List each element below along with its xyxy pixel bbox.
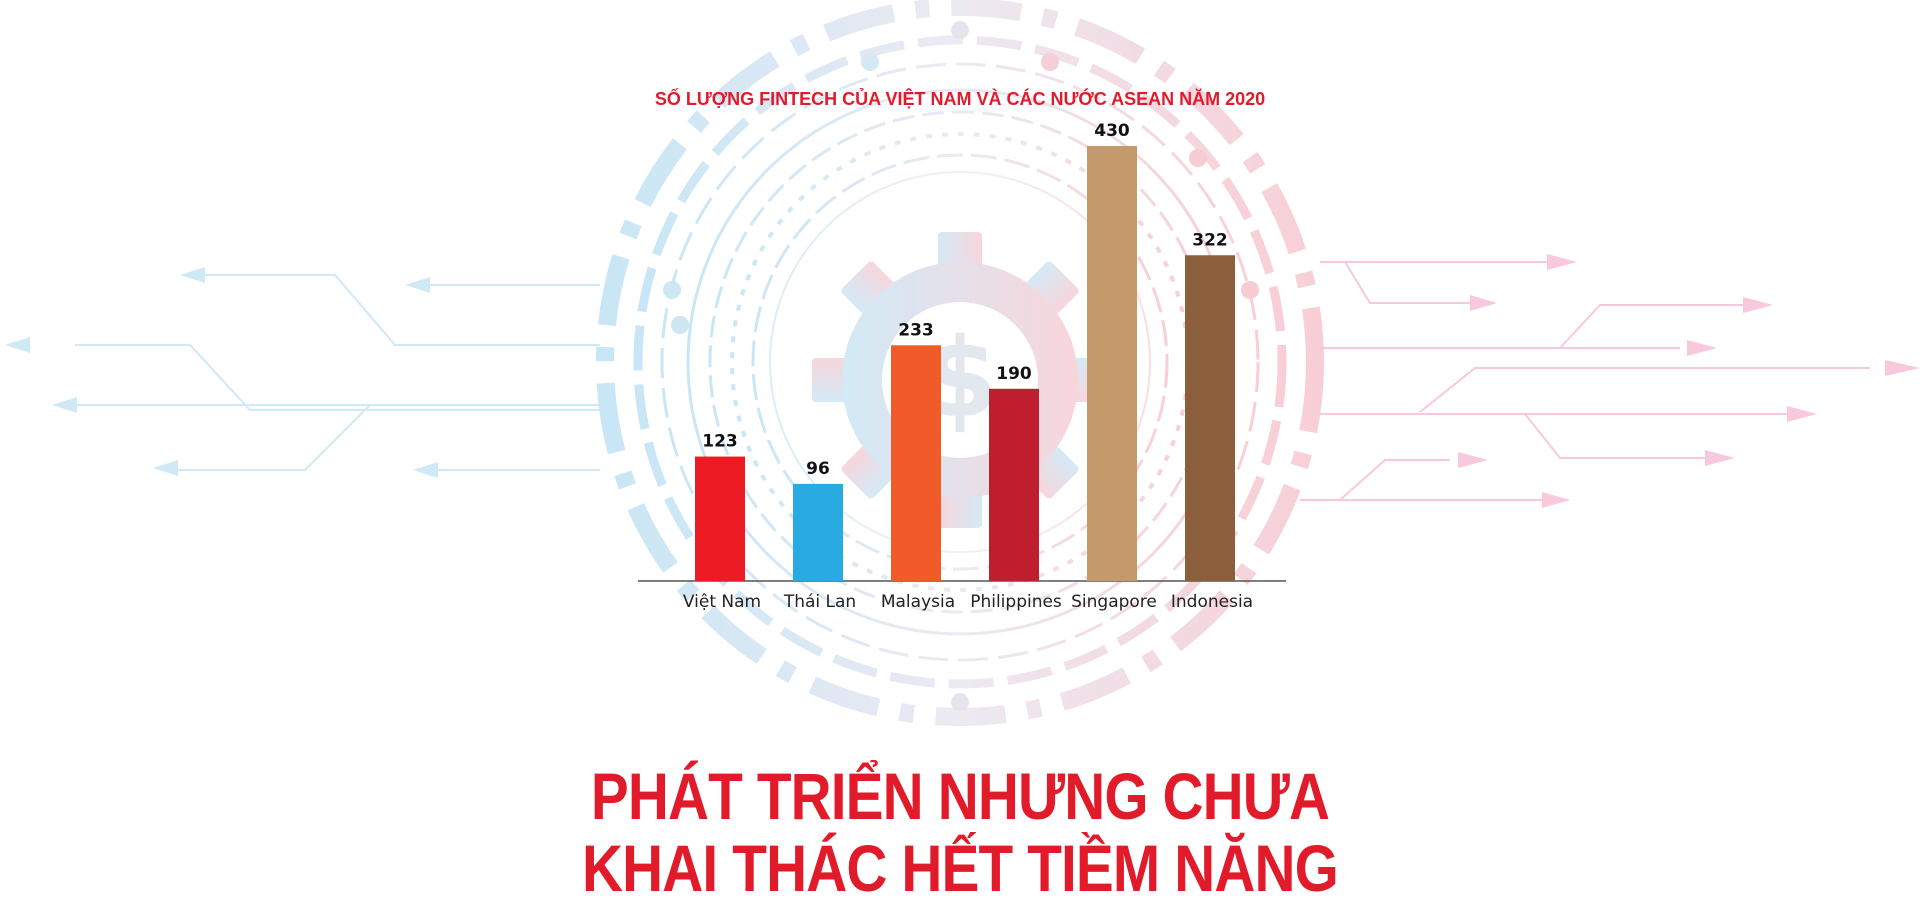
right-circuit-arrowheads [1458, 254, 1920, 508]
category-label-5: Indonesia [1171, 592, 1253, 612]
bar-4 [1087, 146, 1137, 581]
value-label-3: 190 [996, 364, 1032, 384]
bar-1 [793, 483, 843, 581]
gear-dollar-icon: $ [812, 232, 1108, 528]
headline: PHÁT TRIỂN NHƯNG CHƯA KHAI THÁC HẾT TIỀM… [134, 760, 1785, 904]
left-circuit-lines [70, 274, 600, 471]
left-circuit-arrowheads [5, 267, 438, 478]
category-label-1: Thái Lan [783, 592, 856, 612]
headline-line-1: PHÁT TRIỂN NHƯNG CHƯA [590, 759, 1330, 833]
headline-line-2: KHAI THÁC HẾT TIỀM NĂNG [582, 831, 1339, 905]
value-label-2: 233 [898, 320, 934, 340]
bar-2 [891, 345, 941, 581]
value-label-0: 123 [702, 432, 738, 452]
category-label-2: Malaysia [881, 592, 955, 612]
category-label-0: Việt Nam [683, 592, 761, 612]
category-label-3: Philippines [970, 592, 1062, 612]
bar-3 [989, 388, 1039, 581]
decorative-ring-dots [663, 21, 1259, 711]
value-label-4: 430 [1094, 121, 1130, 141]
bar-5 [1185, 255, 1235, 582]
bar-chart: SỐ LƯỢNG FINTECH CỦA VIỆT NAM VÀ CÁC NƯỚ… [638, 88, 1286, 612]
bar-0 [695, 456, 745, 581]
category-label-4: Singapore [1071, 592, 1157, 612]
bars-group: 123 Việt Nam 96 Thái Lan 233 Malaysia 190 Phili… [683, 121, 1253, 612]
right-circuit-lines [1300, 261, 1870, 501]
chart-title: SỐ LƯỢNG FINTECH CỦA VIỆT NAM VÀ CÁC NƯỚ… [655, 88, 1265, 109]
value-label-1: 96 [806, 459, 830, 479]
value-label-5: 322 [1192, 230, 1228, 250]
